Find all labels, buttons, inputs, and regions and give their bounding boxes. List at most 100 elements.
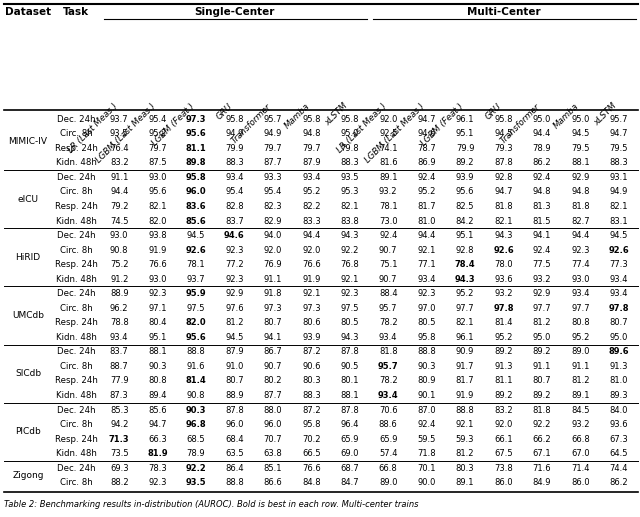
Text: xLSTM: xLSTM — [593, 102, 619, 128]
Text: 92.4: 92.4 — [417, 420, 436, 429]
Text: 79.5: 79.5 — [571, 144, 589, 153]
Text: 90.6: 90.6 — [302, 362, 321, 371]
Text: 90.8: 90.8 — [187, 391, 205, 400]
Text: GRU: GRU — [484, 102, 504, 121]
Text: 76.9: 76.9 — [264, 260, 282, 269]
Text: Resp. 24h: Resp. 24h — [54, 260, 97, 269]
Text: 69.0: 69.0 — [340, 449, 359, 458]
Text: GRU: GRU — [214, 102, 234, 121]
Text: 89.2: 89.2 — [532, 391, 551, 400]
Text: 71.3: 71.3 — [109, 435, 129, 444]
Text: Task: Task — [63, 7, 89, 17]
Text: 94.4: 94.4 — [302, 231, 321, 240]
Text: 75.2: 75.2 — [110, 260, 129, 269]
Text: 80.6: 80.6 — [302, 318, 321, 327]
Text: 92.9: 92.9 — [532, 289, 551, 298]
Text: 92.3: 92.3 — [225, 275, 244, 284]
Text: 89.1: 89.1 — [456, 478, 474, 487]
Text: 80.5: 80.5 — [340, 318, 359, 327]
Text: 59.5: 59.5 — [417, 435, 436, 444]
Text: 94.2: 94.2 — [110, 420, 129, 429]
Text: 89.3: 89.3 — [609, 391, 628, 400]
Text: 88.3: 88.3 — [609, 158, 628, 168]
Text: 82.5: 82.5 — [456, 202, 474, 211]
Text: Dec. 24h: Dec. 24h — [57, 115, 95, 124]
Text: 86.2: 86.2 — [532, 158, 551, 168]
Text: 65.9: 65.9 — [379, 435, 397, 444]
Text: 77.4: 77.4 — [571, 260, 589, 269]
Text: 95.2: 95.2 — [148, 129, 167, 139]
Text: 89.8: 89.8 — [186, 158, 206, 168]
Text: 90.7: 90.7 — [264, 362, 282, 371]
Text: 93.4: 93.4 — [609, 275, 628, 284]
Text: Dec. 24h: Dec. 24h — [57, 464, 95, 473]
Text: 97.7: 97.7 — [456, 304, 474, 313]
Text: 87.5: 87.5 — [148, 158, 167, 168]
Text: 94.1: 94.1 — [532, 231, 551, 240]
Text: Kidn. 48h: Kidn. 48h — [56, 333, 97, 342]
Text: Single-Center: Single-Center — [195, 7, 275, 17]
Text: 80.8: 80.8 — [571, 318, 589, 327]
Text: 81.8: 81.8 — [379, 347, 397, 356]
Text: PlCdb: PlCdb — [15, 428, 41, 436]
Text: 92.6: 92.6 — [186, 246, 207, 254]
Text: Kidn. 48h: Kidn. 48h — [56, 449, 97, 458]
Text: 89.2: 89.2 — [532, 347, 551, 356]
Text: 81.2: 81.2 — [571, 376, 589, 386]
Text: 79.2: 79.2 — [110, 202, 129, 211]
Text: 95.0: 95.0 — [571, 115, 589, 124]
Text: 84.0: 84.0 — [609, 405, 628, 415]
Text: 92.0: 92.0 — [302, 246, 321, 254]
Text: 93.2: 93.2 — [532, 275, 551, 284]
Text: 78.9: 78.9 — [532, 144, 551, 153]
Text: 93.4: 93.4 — [609, 289, 628, 298]
Text: 67.3: 67.3 — [609, 435, 628, 444]
Text: Kidn. 48h: Kidn. 48h — [56, 391, 97, 400]
Text: 95.0: 95.0 — [532, 115, 551, 124]
Text: 96.4: 96.4 — [340, 420, 359, 429]
Text: 83.2: 83.2 — [494, 405, 513, 415]
Text: 89.2: 89.2 — [494, 347, 513, 356]
Text: 74.5: 74.5 — [110, 217, 129, 225]
Text: Dec. 24h: Dec. 24h — [57, 173, 95, 182]
Text: 94.3: 94.3 — [455, 275, 476, 284]
Text: 95.8: 95.8 — [225, 115, 244, 124]
Text: 81.7: 81.7 — [456, 376, 474, 386]
Text: Mamba: Mamba — [552, 102, 580, 130]
Text: 97.7: 97.7 — [571, 304, 589, 313]
Text: 87.7: 87.7 — [264, 391, 282, 400]
Text: 87.3: 87.3 — [110, 391, 129, 400]
Text: 81.8: 81.8 — [571, 202, 589, 211]
Text: 80.4: 80.4 — [148, 318, 167, 327]
Text: 93.6: 93.6 — [494, 275, 513, 284]
Text: 94.3: 94.3 — [340, 333, 359, 342]
Text: 78.2: 78.2 — [379, 318, 397, 327]
Text: 95.2: 95.2 — [571, 333, 589, 342]
Text: 81.2: 81.2 — [225, 318, 244, 327]
Text: 93.1: 93.1 — [609, 173, 628, 182]
Text: 88.8: 88.8 — [187, 347, 205, 356]
Text: 95.8: 95.8 — [340, 115, 359, 124]
Text: 95.7: 95.7 — [609, 115, 628, 124]
Text: 95.8: 95.8 — [302, 420, 321, 429]
Text: 93.4: 93.4 — [110, 333, 129, 342]
Text: 81.9: 81.9 — [147, 449, 168, 458]
Text: 96.0: 96.0 — [264, 420, 282, 429]
Text: 69.3: 69.3 — [110, 464, 129, 473]
Text: 87.8: 87.8 — [340, 347, 359, 356]
Text: 68.7: 68.7 — [340, 464, 359, 473]
Text: 92.3: 92.3 — [571, 246, 589, 254]
Text: 90.3: 90.3 — [186, 405, 206, 415]
Text: 63.5: 63.5 — [225, 449, 244, 458]
Text: 88.2: 88.2 — [110, 478, 129, 487]
Text: 93.0: 93.0 — [148, 173, 167, 182]
Text: 89.6: 89.6 — [609, 347, 629, 356]
Text: 93.2: 93.2 — [494, 289, 513, 298]
Text: Multi-Center: Multi-Center — [467, 7, 540, 17]
Text: 79.8: 79.8 — [340, 144, 359, 153]
Text: 95.8: 95.8 — [186, 173, 206, 182]
Text: 81.3: 81.3 — [532, 202, 551, 211]
Text: 93.7: 93.7 — [110, 115, 129, 124]
Text: 94.9: 94.9 — [609, 188, 628, 196]
Text: 80.7: 80.7 — [532, 376, 551, 386]
